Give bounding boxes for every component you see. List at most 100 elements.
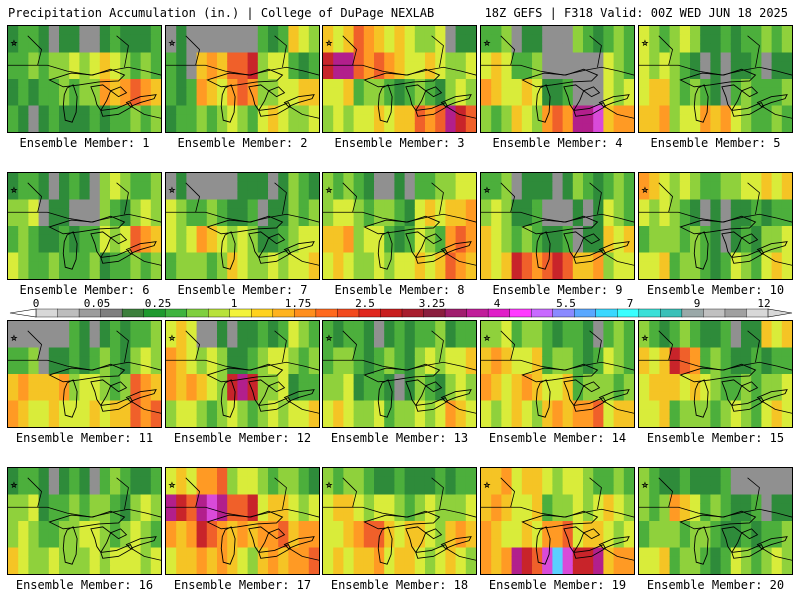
colorbar-swatch: [638, 308, 661, 318]
precip-field: ☆: [639, 468, 792, 574]
great-lakes-outline: [521, 215, 630, 270]
colorbar-swatch: [186, 308, 209, 318]
ensemble-member-label: Ensemble Member: 17: [173, 578, 312, 592]
ensemble-member-label: Ensemble Member: 9: [492, 283, 623, 297]
ensemble-member-map: ☆: [480, 467, 635, 575]
ensemble-member-label: Ensemble Member: 7: [177, 283, 308, 297]
political-border: [166, 35, 319, 119]
ensemble-member-map: ☆: [7, 25, 162, 133]
star-marker-icon: ☆: [326, 480, 332, 491]
political-border: [8, 330, 161, 414]
great-lakes-outline: [206, 363, 315, 418]
political-border: [166, 477, 319, 561]
ensemble-member-label: Ensemble Member: 16: [15, 578, 154, 592]
colorbar-swatch: [509, 308, 532, 318]
political-border: [323, 35, 476, 119]
political-border: [481, 330, 634, 414]
ensemble-member-label: Ensemble Member: 1: [19, 136, 150, 150]
star-marker-icon: ☆: [169, 480, 175, 491]
model-run-info: 18Z GEFS | F318 Valid: 00Z WED JUN 18 20…: [484, 6, 788, 20]
great-lakes-outline: [48, 215, 157, 270]
great-lakes-outline: [679, 363, 788, 418]
colorbar-tick-label: 3.25: [419, 297, 446, 310]
political-border: [323, 330, 476, 414]
star-marker-icon: ☆: [169, 38, 175, 49]
colorbar-swatch: [229, 308, 252, 318]
great-lakes-outline: [679, 68, 788, 123]
ensemble-member-label: Ensemble Member: 8: [334, 283, 465, 297]
colorbar-swatch: [487, 308, 511, 318]
ensemble-member-label: Ensemble Member: 3: [334, 136, 465, 150]
star-marker-icon: ☆: [326, 333, 332, 344]
great-lakes-outline: [679, 510, 788, 565]
great-lakes-outline: [48, 510, 157, 565]
ensemble-member-map: ☆: [165, 25, 320, 133]
great-lakes-outline: [521, 68, 630, 123]
precip-field: ☆: [481, 321, 634, 427]
precip-field: ☆: [166, 173, 319, 279]
star-marker-icon: ☆: [642, 333, 648, 344]
precip-field: ☆: [639, 26, 792, 132]
ensemble-member-label: Ensemble Member: 2: [177, 136, 308, 150]
great-lakes-outline: [48, 68, 157, 123]
chart-title: Precipitation Accumulation (in.) | Colle…: [8, 6, 435, 20]
colorbar-tick-label: 0.25: [145, 297, 172, 310]
star-marker-icon: ☆: [11, 38, 17, 49]
colorbar-right-arrow: [767, 308, 793, 318]
precip-field: ☆: [323, 468, 476, 574]
colorbar-swatch: [35, 308, 59, 318]
precip-field: ☆: [8, 321, 161, 427]
star-marker-icon: ☆: [642, 38, 648, 49]
precip-field: ☆: [481, 26, 634, 132]
ensemble-member-map: ☆: [165, 172, 320, 280]
colorbar-swatch: [251, 308, 274, 318]
ensemble-member-map: ☆: [165, 467, 320, 575]
precip-field: ☆: [323, 173, 476, 279]
precip-field: ☆: [323, 321, 476, 427]
precip-field: ☆: [8, 26, 161, 132]
star-marker-icon: ☆: [11, 185, 17, 196]
star-marker-icon: ☆: [11, 333, 17, 344]
ensemble-member-label: Ensemble Member: 12: [173, 431, 312, 445]
ensemble-member-map: ☆: [480, 172, 635, 280]
colorbar-tick-label: 4: [494, 297, 501, 310]
colorbar-swatch: [78, 308, 102, 318]
political-border: [323, 477, 476, 561]
ensemble-member-map: ☆: [322, 25, 477, 133]
ensemble-member-map: ☆: [7, 320, 162, 428]
colorbar-tick-label: 0: [33, 297, 40, 310]
colorbar-swatch: [595, 308, 618, 318]
precip-field: ☆: [166, 26, 319, 132]
ensemble-member-map: ☆: [322, 172, 477, 280]
political-border: [481, 182, 634, 266]
ensemble-member-map: ☆: [7, 172, 162, 280]
colorbar-swatch: [552, 308, 575, 318]
precip-field: ☆: [323, 26, 476, 132]
great-lakes-outline: [679, 215, 788, 270]
star-marker-icon: ☆: [642, 185, 648, 196]
colorbar-tick-label: 12: [757, 297, 770, 310]
ensemble-member-label: Ensemble Member: 20: [646, 578, 785, 592]
ensemble-member-label: Ensemble Member: 6: [19, 283, 150, 297]
ensemble-member-label: Ensemble Member: 4: [492, 136, 623, 150]
colorbar-tick-label: 1: [231, 297, 238, 310]
colorbar-tick-label: 7: [627, 297, 634, 310]
political-border: [166, 330, 319, 414]
colorbar-swatch: [401, 308, 425, 318]
colorbar-swatch: [444, 308, 468, 318]
colorbar-tick-label: 9: [694, 297, 701, 310]
political-border: [639, 477, 792, 561]
colorbar-swatch: [746, 308, 769, 318]
ensemble-member-map: ☆: [480, 25, 635, 133]
political-border: [166, 182, 319, 266]
ensemble-member-label: Ensemble Member: 11: [15, 431, 154, 445]
star-marker-icon: ☆: [326, 185, 332, 196]
star-marker-icon: ☆: [326, 38, 332, 49]
star-marker-icon: ☆: [484, 480, 490, 491]
political-border: [481, 35, 634, 119]
colorbar-swatch: [315, 308, 338, 318]
great-lakes-outline: [363, 68, 472, 123]
star-marker-icon: ☆: [484, 333, 490, 344]
ensemble-member-label: Ensemble Member: 14: [488, 431, 627, 445]
colorbar-tick-label: 0.05: [84, 297, 111, 310]
